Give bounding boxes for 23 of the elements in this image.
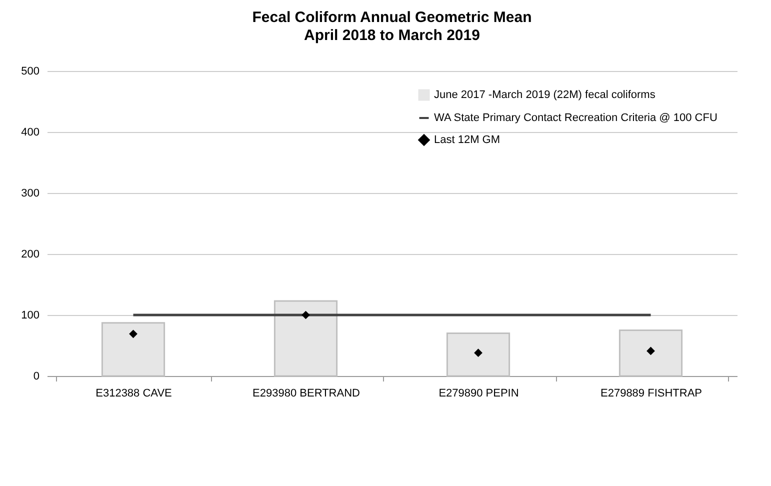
y-tick-label: 500 [21,66,40,78]
x-tick-label: E279890 PEPIN [438,388,519,400]
x-tick-label: E293980 BERTRAND [252,388,360,400]
x-tick-label: E279889 FISHTRAP [600,388,702,400]
legend-label: Last 12M GM [434,134,500,146]
y-tick-label: 0 [33,370,40,382]
bar [101,322,166,377]
bar [618,330,683,377]
legend-label: WA State Primary Contact Recreation Criteria @ 100 CFU [434,112,718,124]
y-tick-label: 200 [21,248,40,260]
y-tick-label: 300 [21,188,40,200]
point [302,310,310,320]
point [129,330,138,338]
bar [274,300,338,377]
chart-title: Fecal Coliform Annual Geometric Mean [252,9,532,26]
x-tick-label: E312388 CAVE [96,388,172,400]
bar [446,332,510,377]
point [646,346,655,356]
legend-label: June 2017 -March 2019 (22M) fecal coliforms [434,89,656,101]
point [474,348,482,358]
chart-subtitle: April 2018 to March 2019 [304,27,480,44]
y-tick-label: 100 [21,310,40,322]
y-tick-label: 400 [21,126,40,138]
